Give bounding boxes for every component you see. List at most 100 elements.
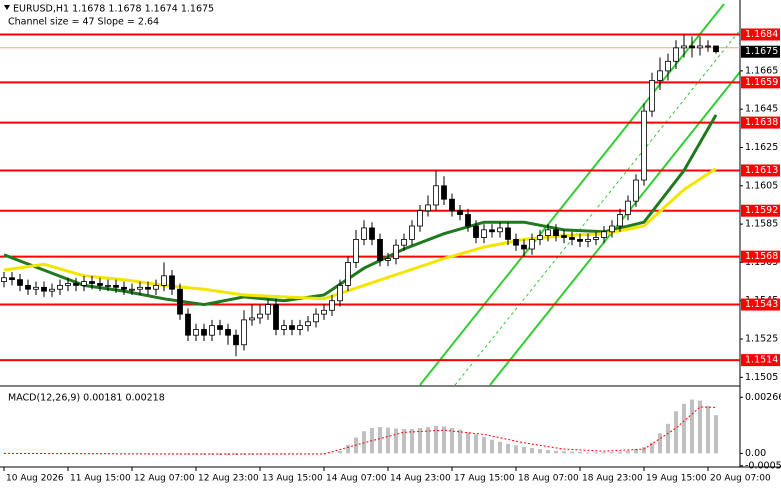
candle-body: [321, 309, 327, 315]
macd-bar: [426, 427, 430, 454]
macd-bar: [618, 451, 622, 454]
channel-line: [419, 3, 725, 386]
current-price-label: 1.1675: [745, 46, 778, 57]
macd-bar: [706, 405, 710, 454]
macd-bar: [666, 423, 670, 454]
macd-bar: [594, 452, 598, 454]
candle-body: [241, 319, 247, 346]
macd-bar: [474, 434, 478, 454]
candle-body: [625, 200, 631, 215]
candle-body: [1, 277, 7, 282]
level-label: 1.1659: [745, 77, 778, 88]
level-label: 1.1613: [745, 165, 778, 176]
candle-body: [297, 325, 303, 330]
x-tick-label: 17 Aug 15:00: [454, 474, 515, 484]
macd-bar: [506, 443, 510, 454]
candle-body: [609, 225, 615, 233]
macd-bar: [410, 428, 414, 454]
level-label-box: [741, 164, 780, 177]
candle-body: [313, 313, 319, 323]
macd-bar: [698, 400, 702, 454]
candle-body: [353, 239, 359, 263]
candle-body: [17, 279, 23, 286]
candle-body: [361, 227, 367, 240]
candle-body: [329, 300, 335, 311]
candle-body: [449, 198, 455, 212]
macd-bar: [458, 429, 462, 454]
macd-bar: [138, 453, 142, 454]
macd-bar: [514, 445, 518, 454]
candle-body: [121, 286, 127, 290]
macd-bar: [642, 447, 646, 454]
level-label: 1.1684: [745, 29, 778, 40]
candle-body: [209, 325, 215, 336]
candle-body: [257, 313, 263, 319]
candle-body: [169, 275, 175, 290]
signal-line: [3, 406, 717, 455]
macd-bar: [338, 450, 342, 454]
candle-body: [25, 284, 31, 290]
macd-bar: [114, 453, 118, 454]
candle-body: [65, 283, 71, 286]
x-tick-label: 20 Aug 07:00: [710, 474, 771, 484]
candle-body: [713, 45, 719, 53]
x-tick-label: 10 Aug 2026: [6, 474, 64, 484]
macd-title: MACD(12,26,9) 0.00181 0.00218: [8, 393, 165, 404]
candle-body: [193, 329, 199, 336]
candle-body: [433, 185, 439, 206]
x-tick-label: 14 Aug 23:00: [390, 474, 451, 484]
level-label-box: [741, 116, 780, 129]
candle-body: [649, 80, 655, 112]
candle-body: [217, 325, 223, 330]
level-label: 1.1543: [745, 299, 778, 310]
macd-bar: [682, 403, 686, 454]
candle-body: [377, 239, 383, 261]
candle-body: [705, 45, 711, 48]
level-label-box: [741, 76, 780, 89]
candle-body: [289, 325, 295, 330]
x-tick-label: 18 Aug 07:00: [518, 474, 579, 484]
macd-bar: [586, 452, 590, 454]
y-tick-label: 1.1645: [745, 104, 778, 115]
candle-body: [9, 277, 15, 281]
x-tick-label: 13 Aug 15:00: [262, 474, 323, 484]
macd-bar: [10, 453, 14, 454]
candle-body: [129, 288, 135, 291]
y-tick-label: 0.00266: [745, 392, 781, 403]
candle-body: [81, 281, 87, 286]
candle-body: [57, 284, 63, 290]
macd-bar: [330, 452, 334, 454]
candle-body: [561, 235, 567, 238]
candle-body: [113, 284, 119, 288]
y-tick-label: -0.00059: [745, 460, 781, 471]
x-tick-label: 12 Aug 23:00: [198, 474, 259, 484]
candle-body: [537, 235, 543, 240]
macd-bar: [146, 453, 150, 454]
symbol-icon: [4, 5, 10, 10]
candle-body: [553, 229, 559, 236]
macd-bar: [122, 453, 126, 454]
level-label-box: [741, 204, 780, 217]
macd-bar: [378, 427, 382, 454]
channel-mid-line: [454, 29, 741, 386]
y-tick-label: 1.1665: [745, 65, 778, 76]
macd-bar: [658, 433, 662, 454]
y-tick-label: 1.1505: [745, 372, 778, 383]
candle-body: [601, 231, 607, 238]
candle-body: [633, 179, 639, 202]
macd-bar: [674, 411, 678, 454]
candle-body: [33, 286, 39, 290]
candle-body: [417, 210, 423, 227]
macd-bar: [690, 399, 694, 454]
candle-body: [489, 229, 495, 233]
candle-body: [185, 313, 191, 336]
candle-body: [73, 283, 79, 286]
macd-bar: [522, 447, 526, 454]
candle-body: [249, 317, 255, 321]
level-label-box: [741, 298, 780, 311]
macd-bar: [418, 428, 422, 454]
macd-bar: [466, 432, 470, 454]
candle-body: [393, 244, 399, 259]
